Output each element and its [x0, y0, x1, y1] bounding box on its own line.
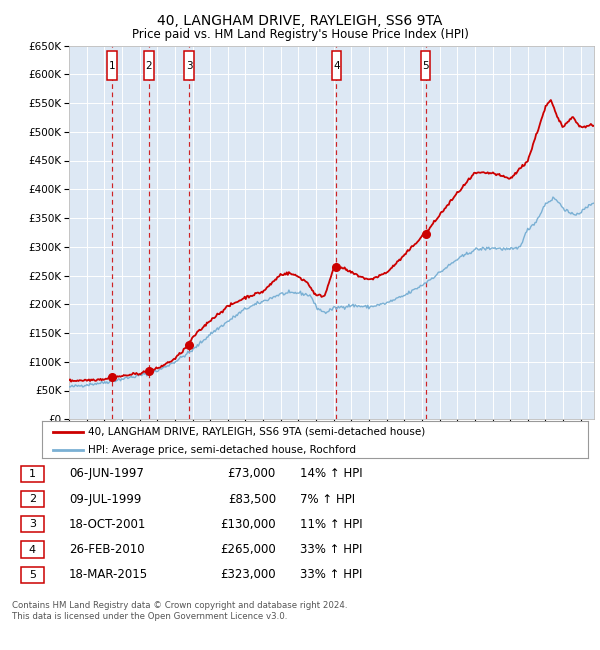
Text: 33% ↑ HPI: 33% ↑ HPI [300, 568, 362, 581]
Text: 33% ↑ HPI: 33% ↑ HPI [300, 543, 362, 556]
FancyBboxPatch shape [21, 465, 44, 482]
Text: 40, LANGHAM DRIVE, RAYLEIGH, SS6 9TA: 40, LANGHAM DRIVE, RAYLEIGH, SS6 9TA [157, 14, 443, 29]
Text: 5: 5 [29, 570, 36, 580]
FancyBboxPatch shape [21, 567, 44, 583]
Text: HPI: Average price, semi-detached house, Rochford: HPI: Average price, semi-detached house,… [88, 445, 356, 455]
Text: 14% ↑ HPI: 14% ↑ HPI [300, 467, 362, 480]
Text: 7% ↑ HPI: 7% ↑ HPI [300, 493, 355, 506]
Text: £73,000: £73,000 [228, 467, 276, 480]
Text: 09-JUL-1999: 09-JUL-1999 [69, 493, 142, 506]
Text: 3: 3 [29, 519, 36, 529]
Text: £265,000: £265,000 [220, 543, 276, 556]
Text: £323,000: £323,000 [220, 568, 276, 581]
Text: Price paid vs. HM Land Registry's House Price Index (HPI): Price paid vs. HM Land Registry's House … [131, 28, 469, 41]
Text: £83,500: £83,500 [228, 493, 276, 506]
Text: Contains HM Land Registry data © Crown copyright and database right 2024.
This d: Contains HM Land Registry data © Crown c… [12, 601, 347, 621]
FancyBboxPatch shape [421, 51, 430, 80]
Text: 06-JUN-1997: 06-JUN-1997 [69, 467, 144, 480]
Text: 2: 2 [145, 60, 152, 71]
Text: 11% ↑ HPI: 11% ↑ HPI [300, 518, 362, 531]
FancyBboxPatch shape [107, 51, 117, 80]
Text: 1: 1 [29, 469, 36, 479]
Text: 1: 1 [109, 60, 115, 71]
Text: 4: 4 [333, 60, 340, 71]
Text: 18-OCT-2001: 18-OCT-2001 [69, 518, 146, 531]
Text: 18-MAR-2015: 18-MAR-2015 [69, 568, 148, 581]
Text: 5: 5 [422, 60, 429, 71]
Text: 4: 4 [29, 545, 36, 554]
FancyBboxPatch shape [144, 51, 154, 80]
Text: 40, LANGHAM DRIVE, RAYLEIGH, SS6 9TA (semi-detached house): 40, LANGHAM DRIVE, RAYLEIGH, SS6 9TA (se… [88, 426, 425, 437]
FancyBboxPatch shape [21, 516, 44, 532]
FancyBboxPatch shape [184, 51, 194, 80]
FancyBboxPatch shape [21, 541, 44, 558]
FancyBboxPatch shape [331, 51, 341, 80]
FancyBboxPatch shape [21, 491, 44, 507]
Text: £130,000: £130,000 [220, 518, 276, 531]
Text: 3: 3 [185, 60, 193, 71]
Text: 2: 2 [29, 494, 36, 504]
Text: 26-FEB-2010: 26-FEB-2010 [69, 543, 145, 556]
